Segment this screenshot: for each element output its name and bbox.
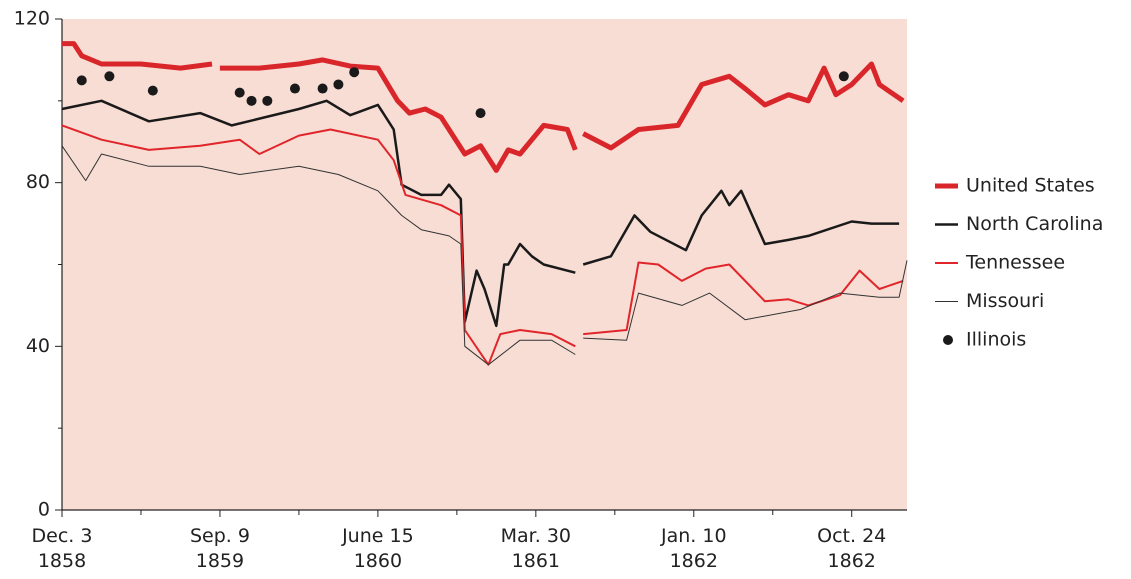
x-tick-label-line: 1860 (354, 550, 402, 572)
x-tick-label-line: 1862 (828, 550, 876, 572)
legend-label: Missouri (966, 290, 1044, 312)
x-tick-label: Sep. 9 1859 (190, 525, 250, 572)
series-dot (104, 71, 115, 82)
x-tick-label-line: 1862 (670, 550, 718, 572)
series-line (61, 99, 900, 328)
x-tick-label: Dec. 3 1858 (32, 525, 93, 572)
series-line (62, 41, 905, 173)
plot-background (62, 19, 907, 510)
y-tick-label: 40 (26, 335, 50, 357)
x-tick-label-line: 1858 (38, 550, 86, 572)
x-tick-label-line: 1859 (196, 550, 244, 572)
x-tick-label-line: Oct. 24 (817, 525, 886, 547)
x-tick-label: Jan. 10 1862 (660, 525, 727, 572)
legend-swatch (943, 335, 953, 345)
series-dot (349, 67, 360, 78)
y-tick-label: 80 (26, 171, 50, 193)
series-dot (289, 83, 300, 94)
legend-label: Tennessee (965, 252, 1065, 274)
x-tick-label: Oct. 24 1862 (817, 525, 886, 572)
x-tick-label-line: 1861 (512, 550, 560, 572)
x-tick-label-line: Sep. 9 (190, 525, 250, 547)
series-dot (262, 95, 273, 106)
y-tick-label: 0 (38, 499, 50, 521)
series-dot (234, 87, 245, 98)
series-dot (475, 108, 486, 119)
series-dot (147, 85, 158, 96)
series-dot (838, 71, 849, 82)
legend-label: Illinois (966, 329, 1026, 351)
x-tick-label-line: June 15 (341, 525, 414, 547)
x-tick-label-line: Jan. 10 (660, 525, 727, 547)
series-dot (333, 79, 344, 90)
series-line (61, 124, 904, 366)
series-dot (76, 75, 87, 86)
x-tick-label: June 15 1860 (341, 525, 414, 572)
x-tick-label-line: Dec. 3 (32, 525, 93, 547)
x-tick-label-line: Mar. 30 (501, 525, 571, 547)
series-line (61, 145, 908, 366)
y-tick-label: 120 (14, 8, 50, 30)
x-tick-label: Mar. 30 1861 (501, 525, 571, 572)
series-dot (317, 83, 328, 94)
series-dot (246, 95, 257, 106)
legend-label: North Carolina (966, 213, 1103, 235)
legend-label: United States (966, 175, 1095, 197)
